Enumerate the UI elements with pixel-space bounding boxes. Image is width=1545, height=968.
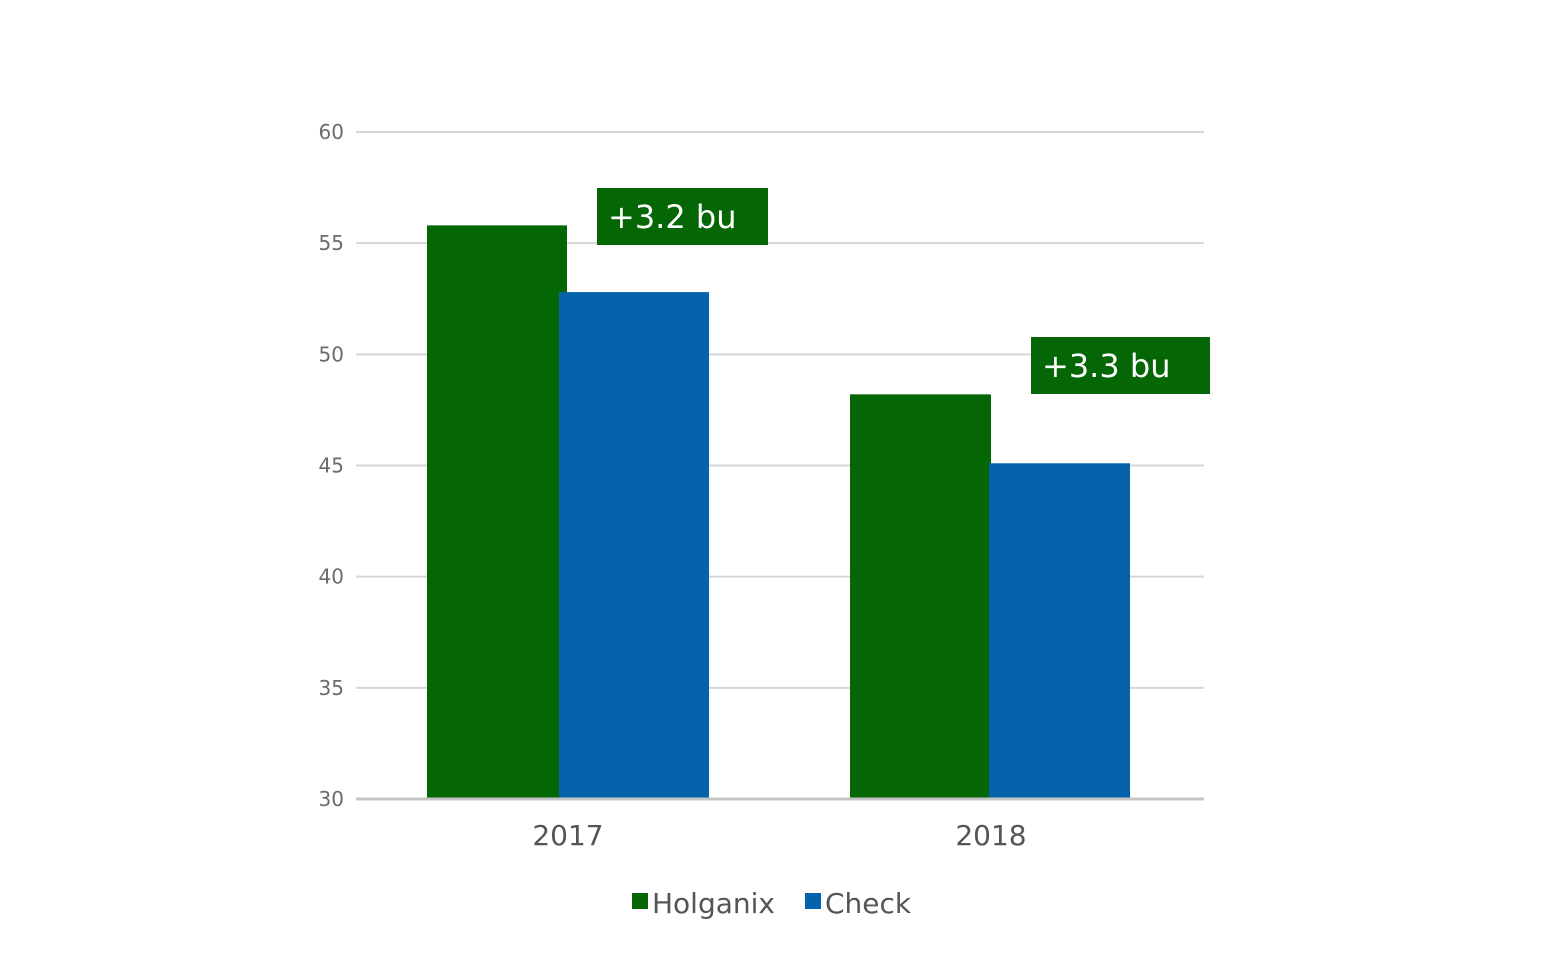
y-tick-label: 40: [319, 565, 344, 589]
y-tick-label: 30: [319, 787, 344, 811]
annotations: +3.2 bu +3.3 bu: [597, 188, 1210, 394]
y-axis-ticks: 30 35 40 45 50 55 60: [319, 120, 344, 811]
bar-holganix-2017: [427, 225, 567, 799]
legend-item-holganix: Holganix: [632, 887, 775, 920]
bars: [427, 225, 1130, 799]
legend-swatch: [805, 893, 821, 909]
annotation-box: [597, 188, 768, 245]
y-tick-label: 55: [319, 231, 344, 255]
annotation-2017: +3.2 bu: [597, 188, 768, 245]
x-tick-label: 2018: [955, 819, 1026, 852]
annotation-label: +3.3 bu: [1042, 347, 1170, 385]
y-tick-label: 50: [319, 342, 344, 366]
bar-check-2018: [989, 463, 1130, 799]
y-tick-label: 35: [319, 676, 344, 700]
legend-swatch: [632, 893, 648, 909]
bar-check-2017: [559, 292, 709, 799]
annotation-label: +3.2 bu: [608, 198, 736, 236]
annotation-2018: +3.3 bu: [1031, 337, 1210, 394]
annotation-box: [1031, 337, 1210, 394]
legend-item-check: Check: [805, 887, 912, 920]
y-tick-label: 60: [319, 120, 344, 144]
legend: Holganix Check: [632, 887, 912, 920]
legend-label: Holganix: [652, 887, 775, 920]
bar-holganix-2018: [850, 394, 991, 799]
x-axis-ticks: 2017 2018: [532, 819, 1026, 852]
x-tick-label: 2017: [532, 819, 603, 852]
y-tick-label: 45: [319, 454, 344, 478]
legend-label: Check: [825, 887, 912, 920]
